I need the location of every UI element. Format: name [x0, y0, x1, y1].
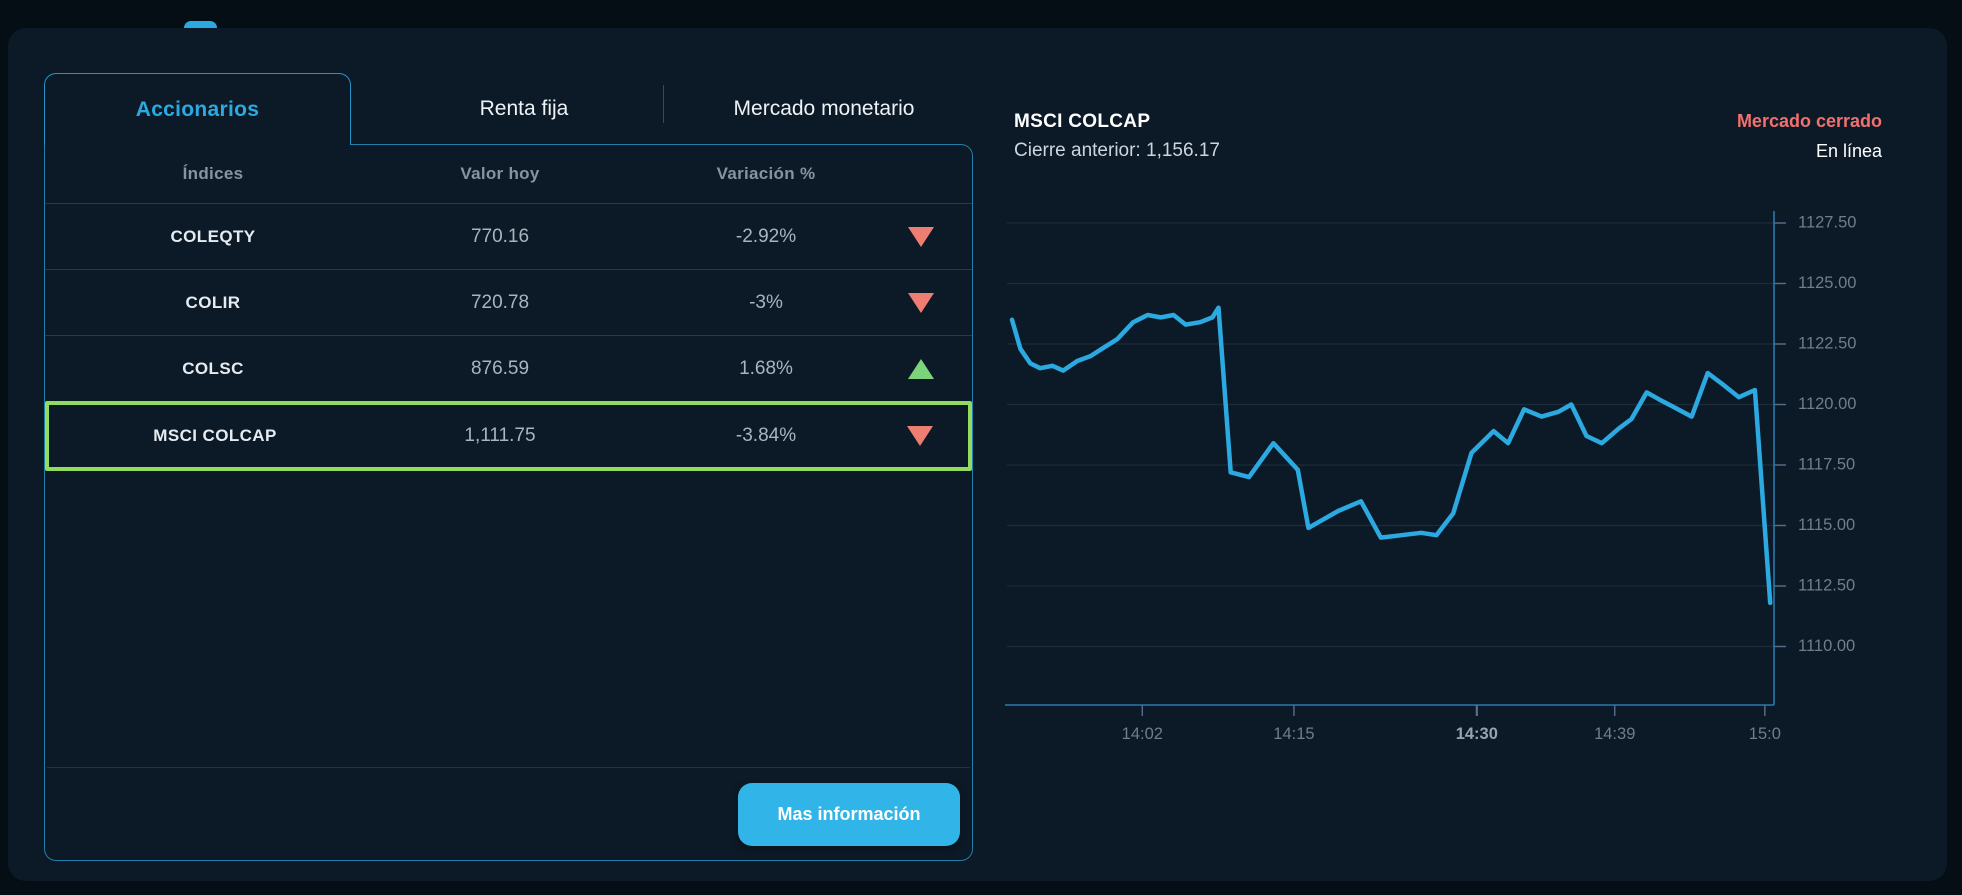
y-axis-tick-label: 1117.50 — [1798, 455, 1855, 473]
index-change: -3% — [749, 291, 783, 313]
chart-svg: 1127.50 1125.00 1122.50 1120.00 1117.50 1115.… — [1005, 211, 1856, 743]
more-info-button[interactable]: Mas información — [738, 783, 960, 846]
y-axis-tick-label: 1125.00 — [1798, 274, 1856, 292]
y-axis-tick-label: 1110.00 — [1798, 637, 1855, 655]
index-change: 1.68% — [739, 357, 793, 379]
tab-accionarios[interactable]: Accionarios — [44, 73, 351, 145]
panel-divider — [47, 767, 970, 768]
x-axis-tick-label: 14:39 — [1594, 725, 1635, 743]
table-header-row: Índices Valor hoy Variación % — [45, 145, 972, 204]
change-direction-cell — [907, 358, 972, 379]
market-card: Accionarios Renta fija Mercado monetario… — [8, 28, 1947, 881]
indices-table-body: COLEQTY 770.16 -2.92% COLIR 720.78 -3% COLSC 87… — [45, 204, 972, 471]
index-change: -3.84% — [735, 425, 797, 446]
y-axis-tick-label: 1112.50 — [1798, 576, 1855, 594]
x-axis-tick-label: 15:0 — [1749, 725, 1781, 743]
x-axis-tick-label: 14:30 — [1456, 725, 1498, 743]
detail-title: MSCI COLCAP — [1014, 111, 1151, 132]
index-name: MSCI COLCAP — [153, 426, 277, 445]
column-header-indices: Índices — [182, 164, 244, 183]
index-name: COLEQTY — [170, 226, 256, 246]
up-triangle-icon — [907, 358, 934, 379]
previous-close: Cierre anterior: 1,156.17 — [1014, 140, 1220, 162]
table-row[interactable]: COLIR 720.78 -3% — [45, 270, 972, 336]
tab-accionarios-label: Accionarios — [135, 97, 260, 121]
tab-renta-fija-label: Renta fija — [479, 97, 569, 120]
tab-separator — [663, 85, 664, 123]
tab-mercado-monetario[interactable]: Mercado monetario — [694, 73, 954, 145]
y-axis-tick-label: 1122.50 — [1798, 334, 1856, 352]
column-header-variacion: Variación % — [716, 164, 816, 183]
down-triangle-icon — [907, 292, 934, 313]
index-value: 720.78 — [470, 291, 530, 313]
table-row[interactable]: MSCI COLCAP 1,111.75 -3.84% — [45, 401, 972, 471]
index-name: COLSC — [182, 358, 244, 378]
y-axis-tick-label: 1120.00 — [1798, 395, 1856, 413]
column-header-valor-hoy: Valor hoy — [460, 164, 540, 183]
previous-close-value: 1,156.17 — [1146, 140, 1220, 161]
index-value: 770.16 — [470, 225, 530, 247]
previous-close-label: Cierre anterior: — [1014, 140, 1141, 161]
index-value: 876.59 — [470, 357, 530, 379]
table-row[interactable]: COLSC 876.59 1.68% — [45, 336, 972, 401]
status-block: Mercado cerrado En línea — [1737, 111, 1882, 162]
y-axis-tick-label: 1127.50 — [1798, 213, 1856, 231]
price-line-chart: 1127.50 1125.00 1122.50 1120.00 1117.50 1115.… — [1005, 203, 1955, 778]
y-axis-tick-label: 1115.00 — [1798, 516, 1855, 534]
tab-renta-fija[interactable]: Renta fija — [404, 73, 644, 145]
change-direction-cell — [907, 292, 972, 313]
price-series-line — [1009, 305, 1773, 606]
connection-status: En línea — [1815, 141, 1882, 161]
index-change: -2.92% — [735, 225, 797, 247]
index-value: 1,111.75 — [464, 425, 536, 446]
down-triangle-icon — [906, 426, 933, 446]
x-axis-tick-label: 14:02 — [1122, 725, 1163, 743]
table-row[interactable]: COLEQTY 770.16 -2.92% — [45, 204, 972, 270]
market-status-badge: Mercado cerrado — [1736, 111, 1882, 131]
index-name: COLIR — [185, 292, 241, 312]
tab-mercado-monetario-label: Mercado monetario — [733, 97, 915, 120]
down-triangle-icon — [907, 226, 934, 247]
change-direction-cell — [906, 426, 970, 446]
indices-panel: Índices Valor hoy Variación % COLEQTY 770… — [44, 144, 973, 861]
change-direction-cell — [907, 226, 972, 247]
x-axis-tick-label: 14:15 — [1273, 725, 1314, 743]
